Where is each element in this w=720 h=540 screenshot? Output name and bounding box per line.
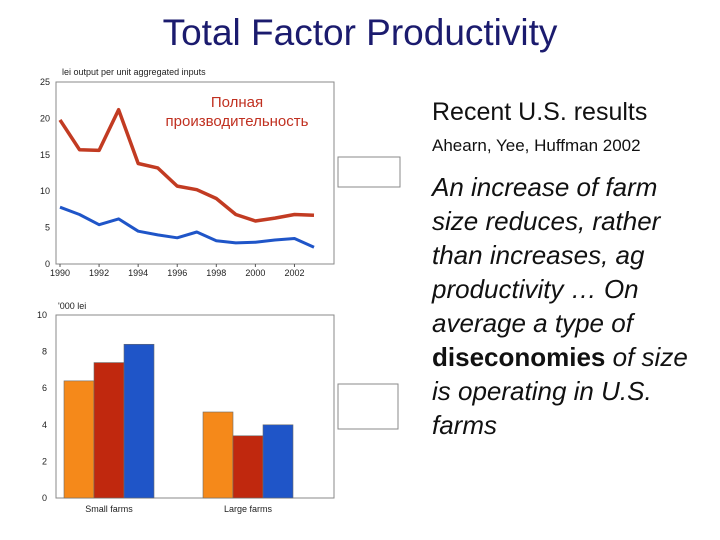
- bar-pfap-0: [93, 362, 125, 499]
- results-heading: Recent U.S. results: [432, 98, 648, 126]
- line-series-individual: [58, 107, 315, 223]
- line-chart-xtick-label: 2002: [284, 268, 304, 278]
- line-chart-xtick-label: 1990: [50, 268, 70, 278]
- bar-ws2003-1: [202, 411, 234, 499]
- bar-chart-legend-box: [337, 383, 399, 430]
- bar-category-label: Small farms: [85, 504, 133, 514]
- line-chart-ylabel: lei output per unit aggregated inputs: [62, 67, 206, 77]
- line-chart-xtick-label: 1992: [89, 268, 109, 278]
- bar-category-label: Large farms: [224, 504, 273, 514]
- body-text-part2: of size is operating in U.S. farms: [432, 342, 688, 440]
- bar-chart-ytick-label: 8: [42, 347, 47, 357]
- results-body: An increase of farm size reduces, rather…: [432, 170, 707, 442]
- line-chart-xtick-label: 2000: [245, 268, 265, 278]
- line-chart-ytick-label: 20: [40, 113, 50, 123]
- line-chart-ytick-label: 10: [40, 186, 50, 196]
- bar-chart-ytick-label: 0: [42, 493, 47, 503]
- bar-pfap-1: [232, 435, 264, 499]
- bar-chart-ylabel: '000 lei: [58, 301, 86, 311]
- bar-chart-ytick-label: 6: [42, 383, 47, 393]
- bar-ws2003-0: [63, 380, 95, 499]
- slide-title: Total Factor Productivity: [162, 12, 558, 53]
- body-bold-term: diseconomies: [432, 342, 606, 372]
- line-chart-xtick-label: 1994: [128, 268, 148, 278]
- line-chart-xtick-label: 1998: [206, 268, 226, 278]
- russian-label-line2: производительность: [165, 113, 309, 130]
- body-text-part1: An increase of farm size reduces, rather…: [432, 172, 661, 338]
- russian-label-line1: Полная: [210, 94, 264, 111]
- line-chart-ytick-label: 0: [45, 259, 50, 269]
- line-chart-ytick-label: 15: [40, 150, 50, 160]
- russian-chart-label: Полная производительность: [112, 93, 362, 131]
- line-chart-ytick-label: 5: [45, 223, 50, 233]
- bar-ws2000-1: [262, 424, 294, 499]
- bar-chart-ytick-label: 2: [42, 456, 47, 466]
- line-chart-legend-box: [337, 156, 401, 188]
- bar-chart-ytick-label: 10: [37, 310, 47, 320]
- line-series-corporate: [59, 205, 315, 249]
- bar-ws2000-0: [123, 343, 155, 499]
- bar-chart-ytick-label: 4: [42, 420, 47, 430]
- line-chart-xtick-label: 1996: [167, 268, 187, 278]
- citation: Ahearn, Yee, Huffman 2002: [432, 136, 641, 155]
- line-chart-ytick-label: 25: [40, 77, 50, 87]
